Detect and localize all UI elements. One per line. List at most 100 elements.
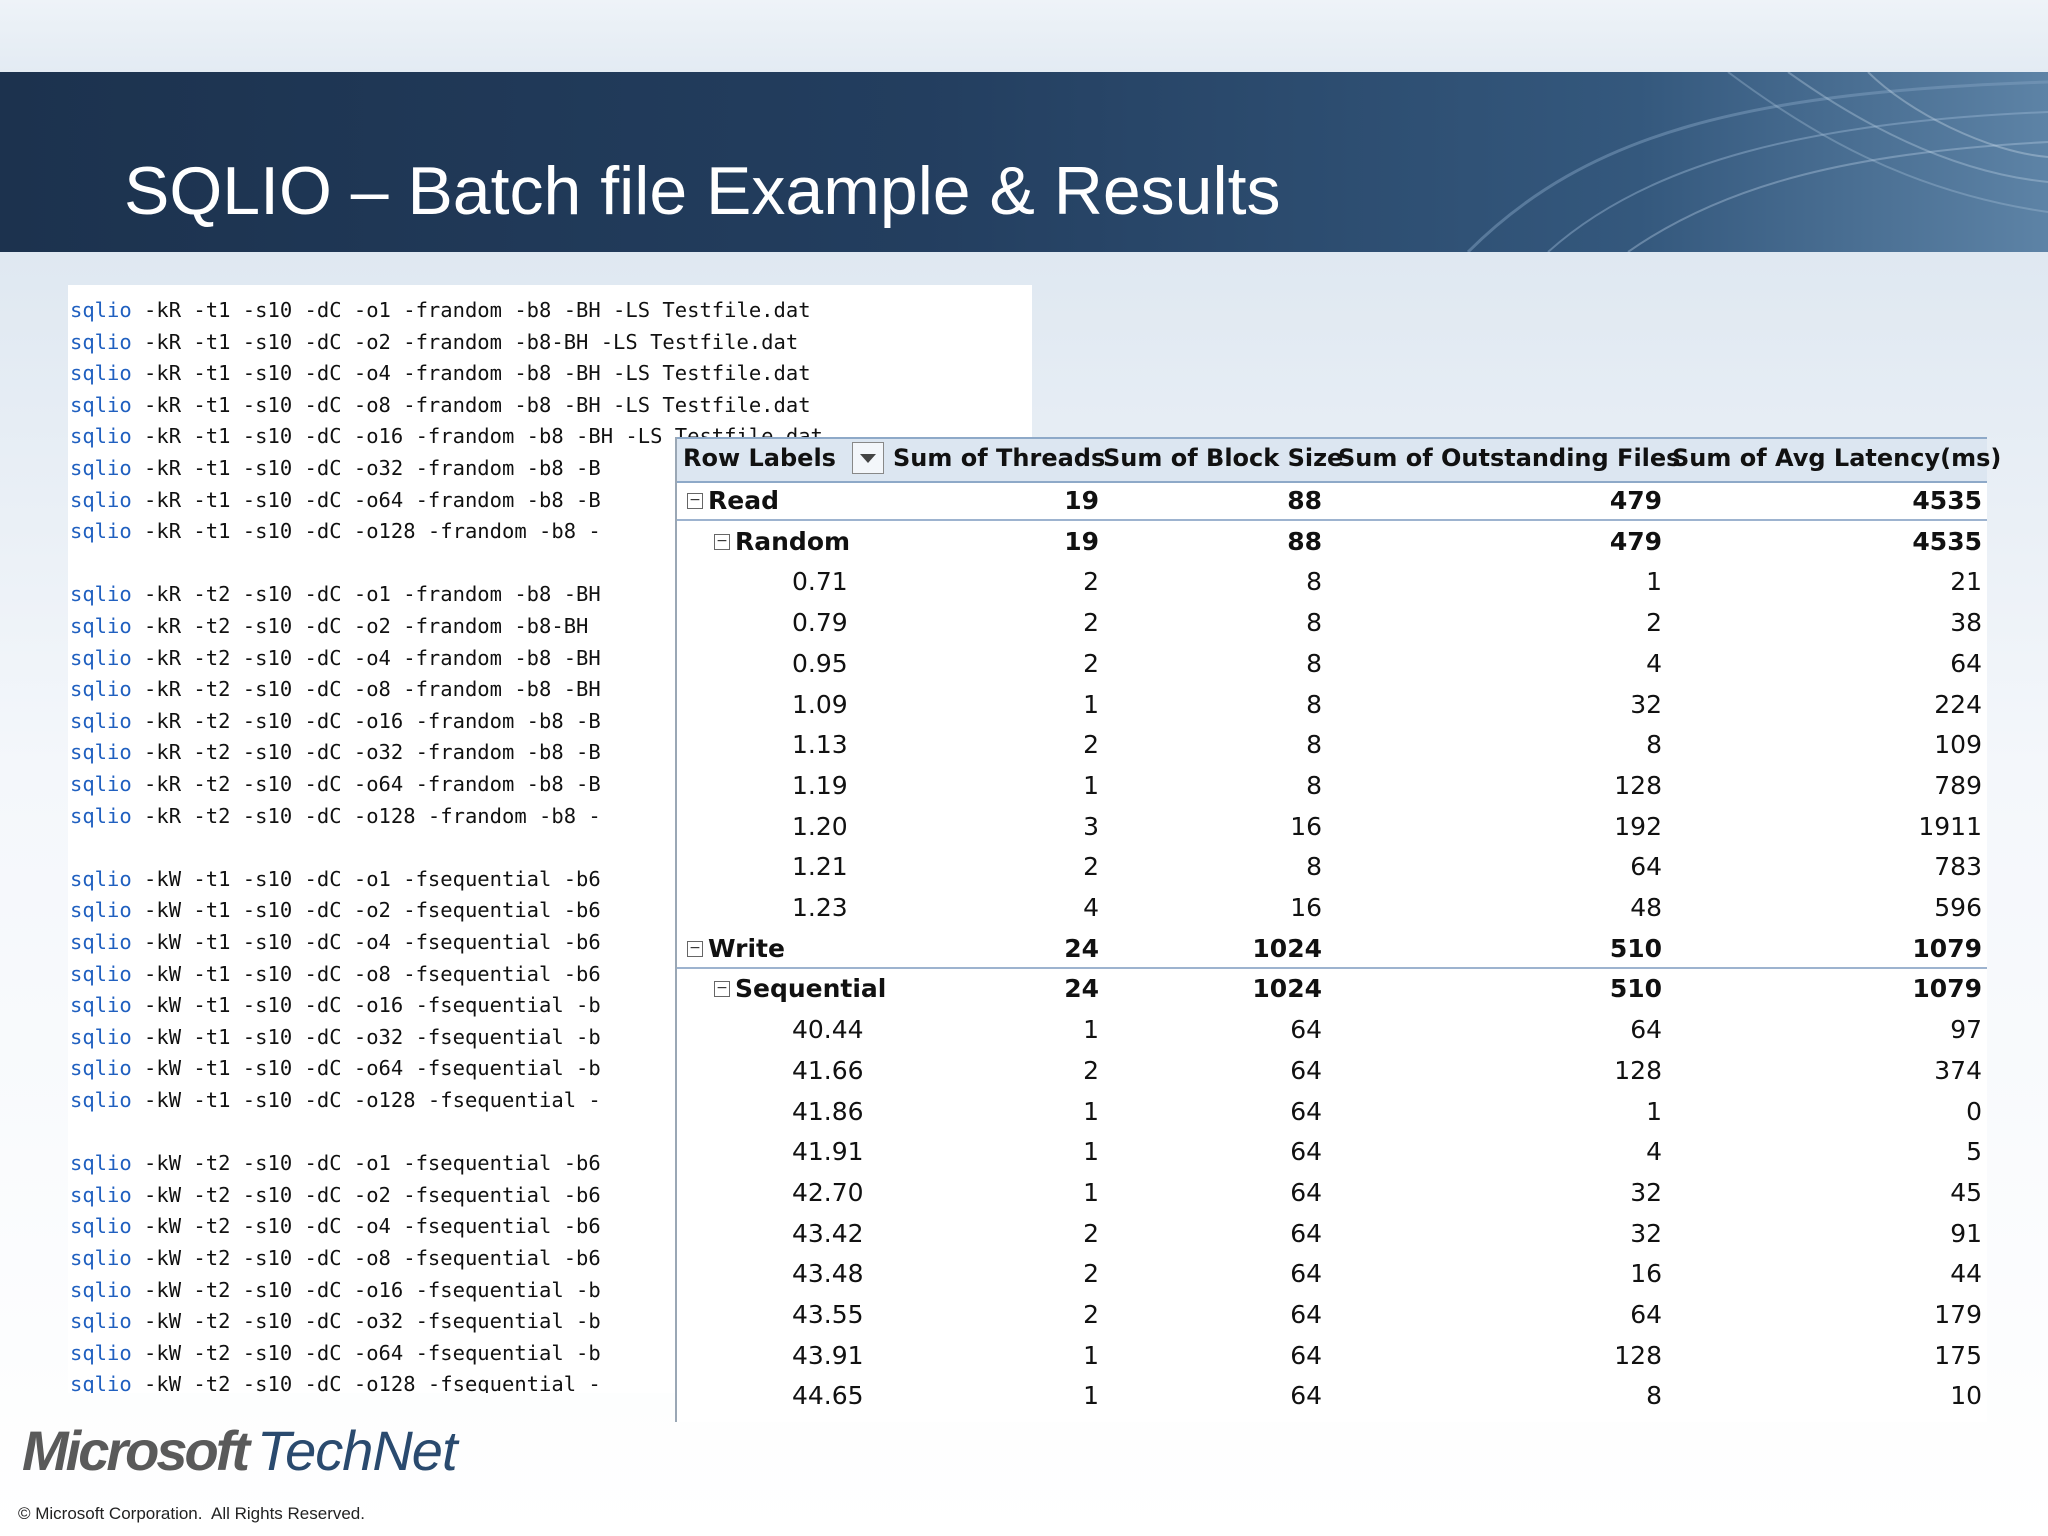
collapse-minus-icon[interactable]: −	[687, 493, 703, 509]
cell-latency: 1911	[1918, 811, 1982, 841]
code-arguments: -kR -t2 -s10 -dC -o1 -frandom -b8 -BH	[131, 582, 601, 607]
code-line: sqlio -kR -t2 -s10 -dC -o2 -frandom -b8-…	[70, 611, 588, 641]
row-label: 1.19	[792, 770, 848, 800]
row-label: 41.86	[792, 1096, 864, 1126]
cell-latency: 179	[1934, 1300, 1982, 1329]
code-keyword: sqlio	[70, 487, 132, 512]
cell-threads: 1	[1083, 770, 1099, 800]
code-keyword: sqlio	[70, 1182, 132, 1207]
cell-latency: 224	[1934, 689, 1982, 719]
code-line: sqlio -kR -t2 -s10 -dC -o16 -frandom -b8…	[70, 706, 601, 736]
cell-threads: 2	[1083, 1300, 1099, 1329]
cell-block: 16	[1290, 811, 1322, 841]
code-arguments: -kW -t2 -s10 -dC -o16 -fsequential -b	[131, 1277, 601, 1302]
cell-block: 8	[1306, 730, 1322, 760]
header-sum-of-outstanding-files: Sum of Outstanding Files	[1338, 444, 1681, 472]
code-keyword: sqlio	[70, 1246, 132, 1270]
cell-latency: 45	[1950, 1177, 1982, 1207]
code-keyword: sqlio	[70, 1340, 132, 1365]
cell-latency: 4535	[1912, 526, 1982, 556]
collapse-minus-icon[interactable]: −	[714, 981, 730, 998]
code-line: sqlio -kW -t2 -s10 -dC -o16 -fsequential…	[70, 1275, 601, 1305]
code-line: sqlio -kW -t2 -s10 -dC -o64 -fsequential…	[70, 1338, 601, 1368]
row-label: 42.70	[792, 1177, 864, 1207]
code-line: sqlio -kR -t2 -s10 -dC -o4 -frandom -b8 …	[70, 643, 601, 673]
code-arguments: -kR -t2 -s10 -dC -o32 -frandom -b8 -B	[131, 740, 601, 765]
code-line: sqlio -kR -t1 -s10 -dC -o128 -frandom -b…	[70, 516, 601, 546]
code-line: sqlio -kW -t2 -s10 -dC -o1 -fsequential …	[70, 1148, 601, 1178]
cell-threads: 3	[1083, 811, 1099, 841]
row-label: 41.91	[792, 1137, 864, 1167]
code-line: sqlio -kW -t1 -s10 -dC -o4 -fsequential …	[70, 927, 601, 957]
collapse-minus-icon[interactable]: −	[687, 940, 703, 957]
cell-latency: 175	[1934, 1340, 1982, 1370]
code-line: sqlio -kW -t1 -s10 -dC -o128 -fsequentia…	[70, 1085, 601, 1115]
code-keyword: sqlio	[70, 961, 132, 986]
code-arguments: -kW -t1 -s10 -dC -o16 -fsequential -b	[131, 993, 601, 1018]
cell-latency: 97	[1950, 1015, 1982, 1045]
pivot-header-row	[677, 437, 1987, 483]
header-row-labels: Row Labels	[683, 444, 836, 472]
cell-block: 1024	[1252, 974, 1322, 1004]
code-line: sqlio -kW -t2 -s10 -dC -o128 -fsequentia…	[70, 1369, 601, 1393]
cell-outstanding: 16	[1630, 1259, 1662, 1289]
cell-block: 64	[1290, 1055, 1322, 1085]
cell-latency: 91	[1950, 1218, 1982, 1248]
code-line: sqlio -kR -t1 -s10 -dC -o64 -frandom -b8…	[70, 485, 601, 515]
cell-block: 8	[1306, 689, 1322, 719]
code-line: sqlio -kW -t1 -s10 -dC -o1 -fsequential …	[70, 864, 601, 894]
cell-latency: 109	[1934, 730, 1982, 760]
code-arguments: -kR -t1 -s10 -dC -o16 -frandom -b8 -BH -…	[131, 424, 823, 449]
cell-latency: 596	[1934, 893, 1982, 922]
cell-outstanding: 64	[1630, 1300, 1662, 1329]
row-separator	[677, 966, 1987, 969]
code-line: sqlio -kW -t2 -s10 -dC -o32 -fsequential…	[70, 1306, 601, 1336]
code-arguments: -kR -t2 -s10 -dC -o16 -frandom -b8 -B	[131, 708, 601, 733]
collapse-minus-icon[interactable]: −	[714, 533, 730, 550]
cell-outstanding: 128	[1614, 770, 1662, 800]
cell-outstanding: 4	[1646, 648, 1662, 678]
code-line: sqlio -kW -t1 -s10 -dC -o32 -fsequential…	[70, 1022, 601, 1052]
row-label: 40.44	[792, 1015, 864, 1045]
code-arguments: -kR -t2 -s10 -dC -o2 -frandom -b8-BH	[131, 614, 589, 638]
cell-latency: 4535	[1912, 486, 1982, 515]
code-keyword: sqlio	[70, 456, 132, 480]
code-arguments: -kW -t1 -s10 -dC -o2 -fsequential -b6	[131, 898, 601, 923]
code-line: sqlio -kR -t2 -s10 -dC -o64 -frandom -b8…	[70, 769, 601, 799]
row-label: 1.23	[792, 893, 848, 922]
cell-block: 64	[1290, 1381, 1322, 1411]
cell-latency: 1079	[1912, 933, 1982, 963]
code-keyword: sqlio	[70, 614, 132, 638]
cell-block: 64	[1290, 1259, 1322, 1289]
code-keyword: sqlio	[70, 1056, 132, 1081]
cell-latency: 44	[1950, 1259, 1982, 1289]
code-keyword: sqlio	[70, 424, 132, 449]
code-keyword: sqlio	[70, 1024, 132, 1049]
code-arguments: -kR -t1 -s10 -dC -o8 -frandom -b8 -BH -L…	[131, 392, 811, 417]
cell-outstanding: 32	[1630, 1218, 1662, 1248]
row-label: 1.20	[792, 811, 848, 841]
row-label: 0.71	[792, 567, 848, 597]
code-line: sqlio -kR -t1 -s10 -dC -o16 -frandom -b8…	[70, 421, 823, 451]
code-keyword: sqlio	[70, 993, 132, 1018]
row-label: 1.09	[792, 689, 848, 719]
row-label: 1.13	[792, 730, 848, 760]
code-keyword: sqlio	[70, 772, 132, 796]
code-keyword: sqlio	[70, 645, 132, 670]
cell-threads: 24	[1064, 974, 1099, 1004]
code-line: sqlio -kW -t2 -s10 -dC -o4 -fsequential …	[70, 1211, 601, 1241]
code-arguments: -kR -t1 -s10 -dC -o1 -frandom -b8 -BH -L…	[131, 298, 811, 322]
code-keyword: sqlio	[70, 582, 132, 607]
code-keyword: sqlio	[70, 329, 132, 354]
code-arguments: -kW -t1 -s10 -dC -o8 -fsequential -b6	[131, 961, 601, 986]
cell-block: 64	[1290, 1218, 1322, 1248]
row-labels-filter-dropdown-icon[interactable]	[852, 442, 884, 474]
copyright-notice: © Microsoft Corporation. All Rights Rese…	[18, 1504, 365, 1523]
cell-threads: 1	[1083, 689, 1099, 719]
code-line: sqlio -kW -t1 -s10 -dC -o64 -fsequential…	[70, 1053, 601, 1083]
code-arguments: -kR -t2 -s10 -dC -o128 -frandom -b8 -	[131, 803, 601, 828]
code-arguments: -kW -t2 -s10 -dC -o2 -fsequential -b6	[131, 1182, 601, 1207]
code-keyword: sqlio	[70, 930, 132, 954]
cell-latency: 21	[1950, 567, 1982, 597]
code-arguments: -kW -t1 -s10 -dC -o64 -fsequential -b	[131, 1056, 601, 1081]
